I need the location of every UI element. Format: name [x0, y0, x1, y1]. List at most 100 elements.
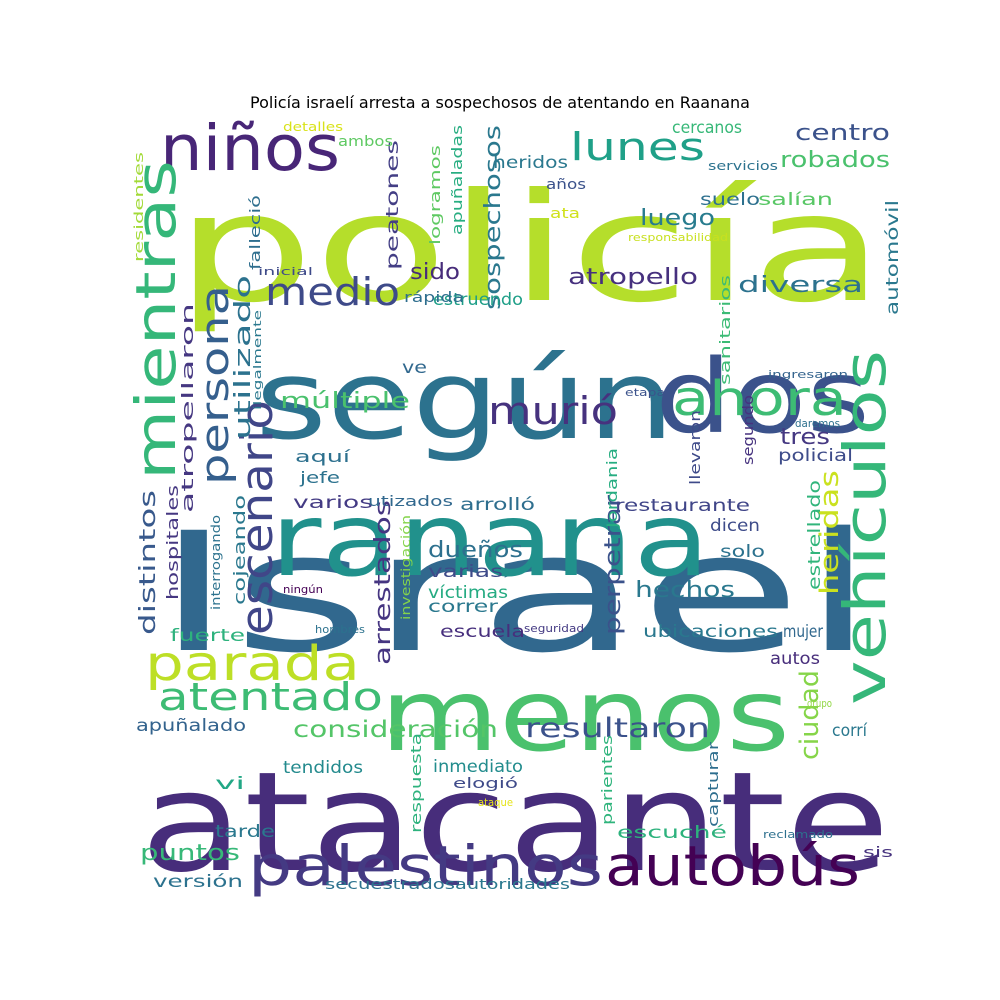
word-seguridad: seguridad	[524, 622, 584, 635]
word-ciudad: ciudad	[795, 670, 825, 760]
word-jordania: Jordania	[605, 448, 621, 529]
word-ningun: ningún	[283, 583, 323, 596]
word-israel: Israel	[155, 497, 875, 689]
word-dicen: dicen	[710, 516, 760, 536]
word-hechos: hechos	[635, 578, 735, 603]
word-atacante: atacante	[140, 742, 890, 903]
word-ataque: ataque	[478, 796, 513, 809]
word-version: versión	[153, 872, 243, 892]
word-atropellaron: atropellaron	[178, 303, 197, 513]
word-reclamado: reclamado	[763, 828, 833, 841]
word-diversa: diversa	[738, 273, 863, 298]
word-cercanos: cercanos	[672, 118, 742, 138]
word-palestinos: palestinos	[248, 834, 603, 898]
word-escuche: escuché	[617, 823, 727, 843]
word-parientes: parientes	[600, 735, 616, 825]
word-salian: salían	[758, 190, 833, 210]
word-lunes: lunes	[570, 125, 705, 169]
word-segundo: segundo	[741, 395, 757, 465]
word-menos: menos	[380, 657, 790, 774]
word-ata: ata	[550, 206, 580, 222]
word-elogio: elogió	[453, 776, 518, 792]
word-ingresaron: ingresaron	[768, 368, 848, 381]
word-puntos: puntos	[140, 841, 240, 866]
word-responsabilidad: responsabilidad	[628, 231, 728, 244]
word-duenos: dueños	[428, 538, 523, 563]
word-utilizado: utilizado	[231, 275, 256, 440]
word-vi: vi	[215, 774, 245, 794]
word-fallecio: falleció	[248, 195, 264, 270]
word-ahora: ahora	[672, 371, 847, 427]
word-inmediato: inmediato	[433, 757, 523, 777]
word-daremos: daremos	[795, 417, 840, 430]
word-policia: policía	[175, 162, 885, 336]
word-hombres: hombres	[315, 623, 365, 636]
word-persona: persona	[193, 285, 237, 485]
word-llevaron: llevaron	[688, 410, 704, 485]
word-inicial: inicial	[258, 265, 313, 278]
word-arrestados: arrestados	[371, 500, 396, 665]
word-aqui: aquí	[295, 447, 351, 466]
word-anos: años	[546, 177, 586, 193]
word-cojeando: cojeando	[230, 495, 249, 605]
word-dos: dos	[655, 338, 870, 457]
word-sanitarios: sanitarios	[718, 275, 734, 385]
figure-title: Policía israelí arresta a sospechosos de…	[250, 93, 750, 112]
word-varias: varias	[428, 562, 503, 582]
word-estruendo: estruendo	[433, 290, 523, 310]
word-servicios: servicios	[708, 159, 778, 173]
word-escenario: escenario	[232, 400, 283, 635]
word-autoridades: autoridades	[455, 877, 570, 893]
word-arrollo: arrolló	[460, 495, 535, 515]
word-atentado: atentado	[158, 675, 383, 719]
word-solo: solo	[720, 542, 765, 562]
word-segun: según	[255, 336, 675, 464]
word-sis: sis	[863, 845, 893, 861]
word-ubicaciones: ubicaciones	[643, 622, 778, 642]
word-apunalado: apuñalado	[136, 716, 246, 736]
word-ranana: ranana	[270, 481, 710, 600]
word-autos: autos	[770, 649, 820, 669]
word-multiple: múltiple	[280, 389, 410, 414]
word-centro: centro	[795, 121, 890, 146]
word-mujer: mujer	[783, 622, 823, 642]
word-logramos: logramos	[428, 145, 444, 245]
word-respuesta: respuesta	[409, 733, 425, 833]
word-autobus: autobús	[605, 834, 860, 898]
word-tendidos: tendidos	[283, 758, 363, 778]
word-murio: murió	[488, 389, 618, 433]
word-restaurante: restaurante	[615, 496, 750, 516]
word-sospechosos: sospechosos	[481, 125, 506, 310]
word-robados: robados	[780, 148, 890, 173]
word-automovil: automóvil	[883, 200, 903, 315]
word-peatones: peatones	[383, 140, 403, 270]
word-tarde: tarde	[215, 822, 275, 842]
word-luego: luego	[640, 206, 715, 231]
word-rapida: rápida	[404, 290, 464, 306]
word-escuela: escuela	[440, 622, 525, 642]
word-ve: ve	[402, 358, 427, 378]
word-correr: correr	[428, 597, 498, 617]
word-fuerte: fuerte	[170, 626, 245, 646]
word-interrogando: interrogando	[209, 515, 223, 610]
word-sido: sido	[410, 260, 460, 285]
word-secuestrados: secuestrados	[325, 877, 455, 893]
word-capturar: capturar	[706, 742, 722, 827]
word-jefe: jefe	[299, 468, 340, 487]
word-apunaladas: apuñaladas	[450, 125, 466, 235]
word-ninos: niños	[160, 112, 340, 185]
word-atropello: atropello	[568, 265, 698, 290]
word-utizados: utizados	[368, 494, 453, 510]
word-etapa: etapa	[625, 386, 665, 399]
word-suelo: suelo	[700, 190, 760, 210]
word-hospitales: hospitales	[163, 485, 182, 600]
word-detalles: detalles	[283, 120, 343, 134]
word-residentes: residentes	[132, 152, 146, 262]
word-heridos: heridos	[493, 153, 568, 173]
word-victimas: víctimas	[428, 583, 508, 603]
word-mientras: mientras	[124, 160, 188, 480]
word-corri: corrí	[832, 721, 868, 741]
word-varios: varios	[293, 493, 373, 513]
